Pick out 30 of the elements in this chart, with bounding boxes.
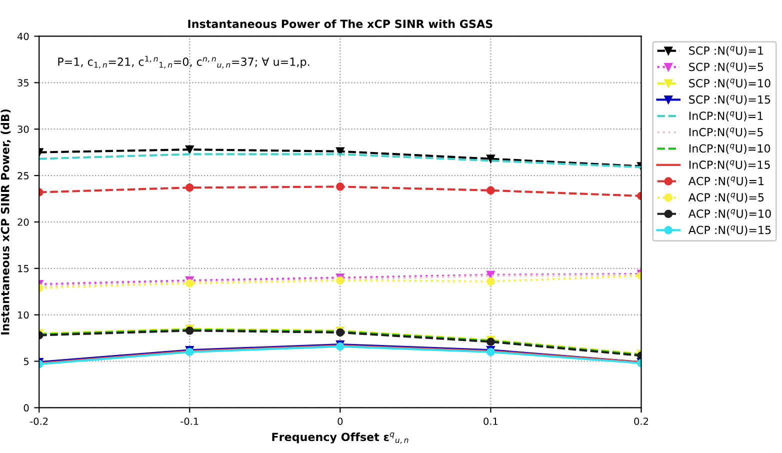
y-tick-label: 0 <box>24 404 29 412</box>
legend-label: InCP:N($^{q}$U)=5 <box>689 128 763 138</box>
legend-label: InCP:N($^{q}$U)=15 <box>689 160 770 170</box>
legend-label: InCP:N($^{q}$U)=1 <box>689 111 763 122</box>
y-tick-label: 15 <box>18 265 29 272</box>
y-tick-label: 40 <box>17 32 29 40</box>
legend-label: SCP :N($^{q}$U)=5 <box>689 62 764 72</box>
legend-label: ACP :N($^{q}$U)=1 <box>688 176 764 187</box>
x-tick-label: 0 <box>338 418 343 425</box>
x-axis-title: Frequency Offset ε$^{q}$$_{u,n}$ <box>272 432 408 444</box>
legend-label: SCP :N($^{q}$U)=1 <box>689 46 763 56</box>
legend-label: InCP:N($^{q}$U)=10 <box>689 144 770 154</box>
text: P=1, c$_{1,n}$=21, c$^{1,n}$$_{1,n}$=0, c$^{n,n}$$_{u,n}$=37; ∀ u=1,p. <box>58 56 310 69</box>
x-tick-label: -0.1 <box>180 418 198 425</box>
legend-label: ACP :N($^{q}$U)=5 <box>688 192 764 203</box>
y-tick-label: 20 <box>18 218 29 226</box>
y-axis-title: Instantaneous xCP SINR Power, (dB) <box>0 109 11 334</box>
y-tick-label: 10 <box>18 311 29 319</box>
legend-label: ACP :N($^{q}$U)=10 <box>688 209 771 220</box>
x-tick-label: 0.2 <box>634 418 648 425</box>
x-tick-label: 0.1 <box>484 418 498 425</box>
y-tick-label: 35 <box>18 79 29 87</box>
x-tick-label: -0.2 <box>30 418 48 425</box>
y-tick-label: 25 <box>18 172 29 180</box>
legend-label: ACP :N($^{q}$U)=15 <box>688 225 771 236</box>
y-tick-label: 5 <box>24 358 29 366</box>
legend-label: SCP :N($^{q}$U)=10 <box>689 78 770 89</box>
legend-label: SCP :N($^{q}$U)=15 <box>689 94 770 106</box>
y-tick-label: 30 <box>18 126 29 133</box>
chart-title: Instantaneous Power of The xCP SINR with GSAS <box>188 19 492 28</box>
